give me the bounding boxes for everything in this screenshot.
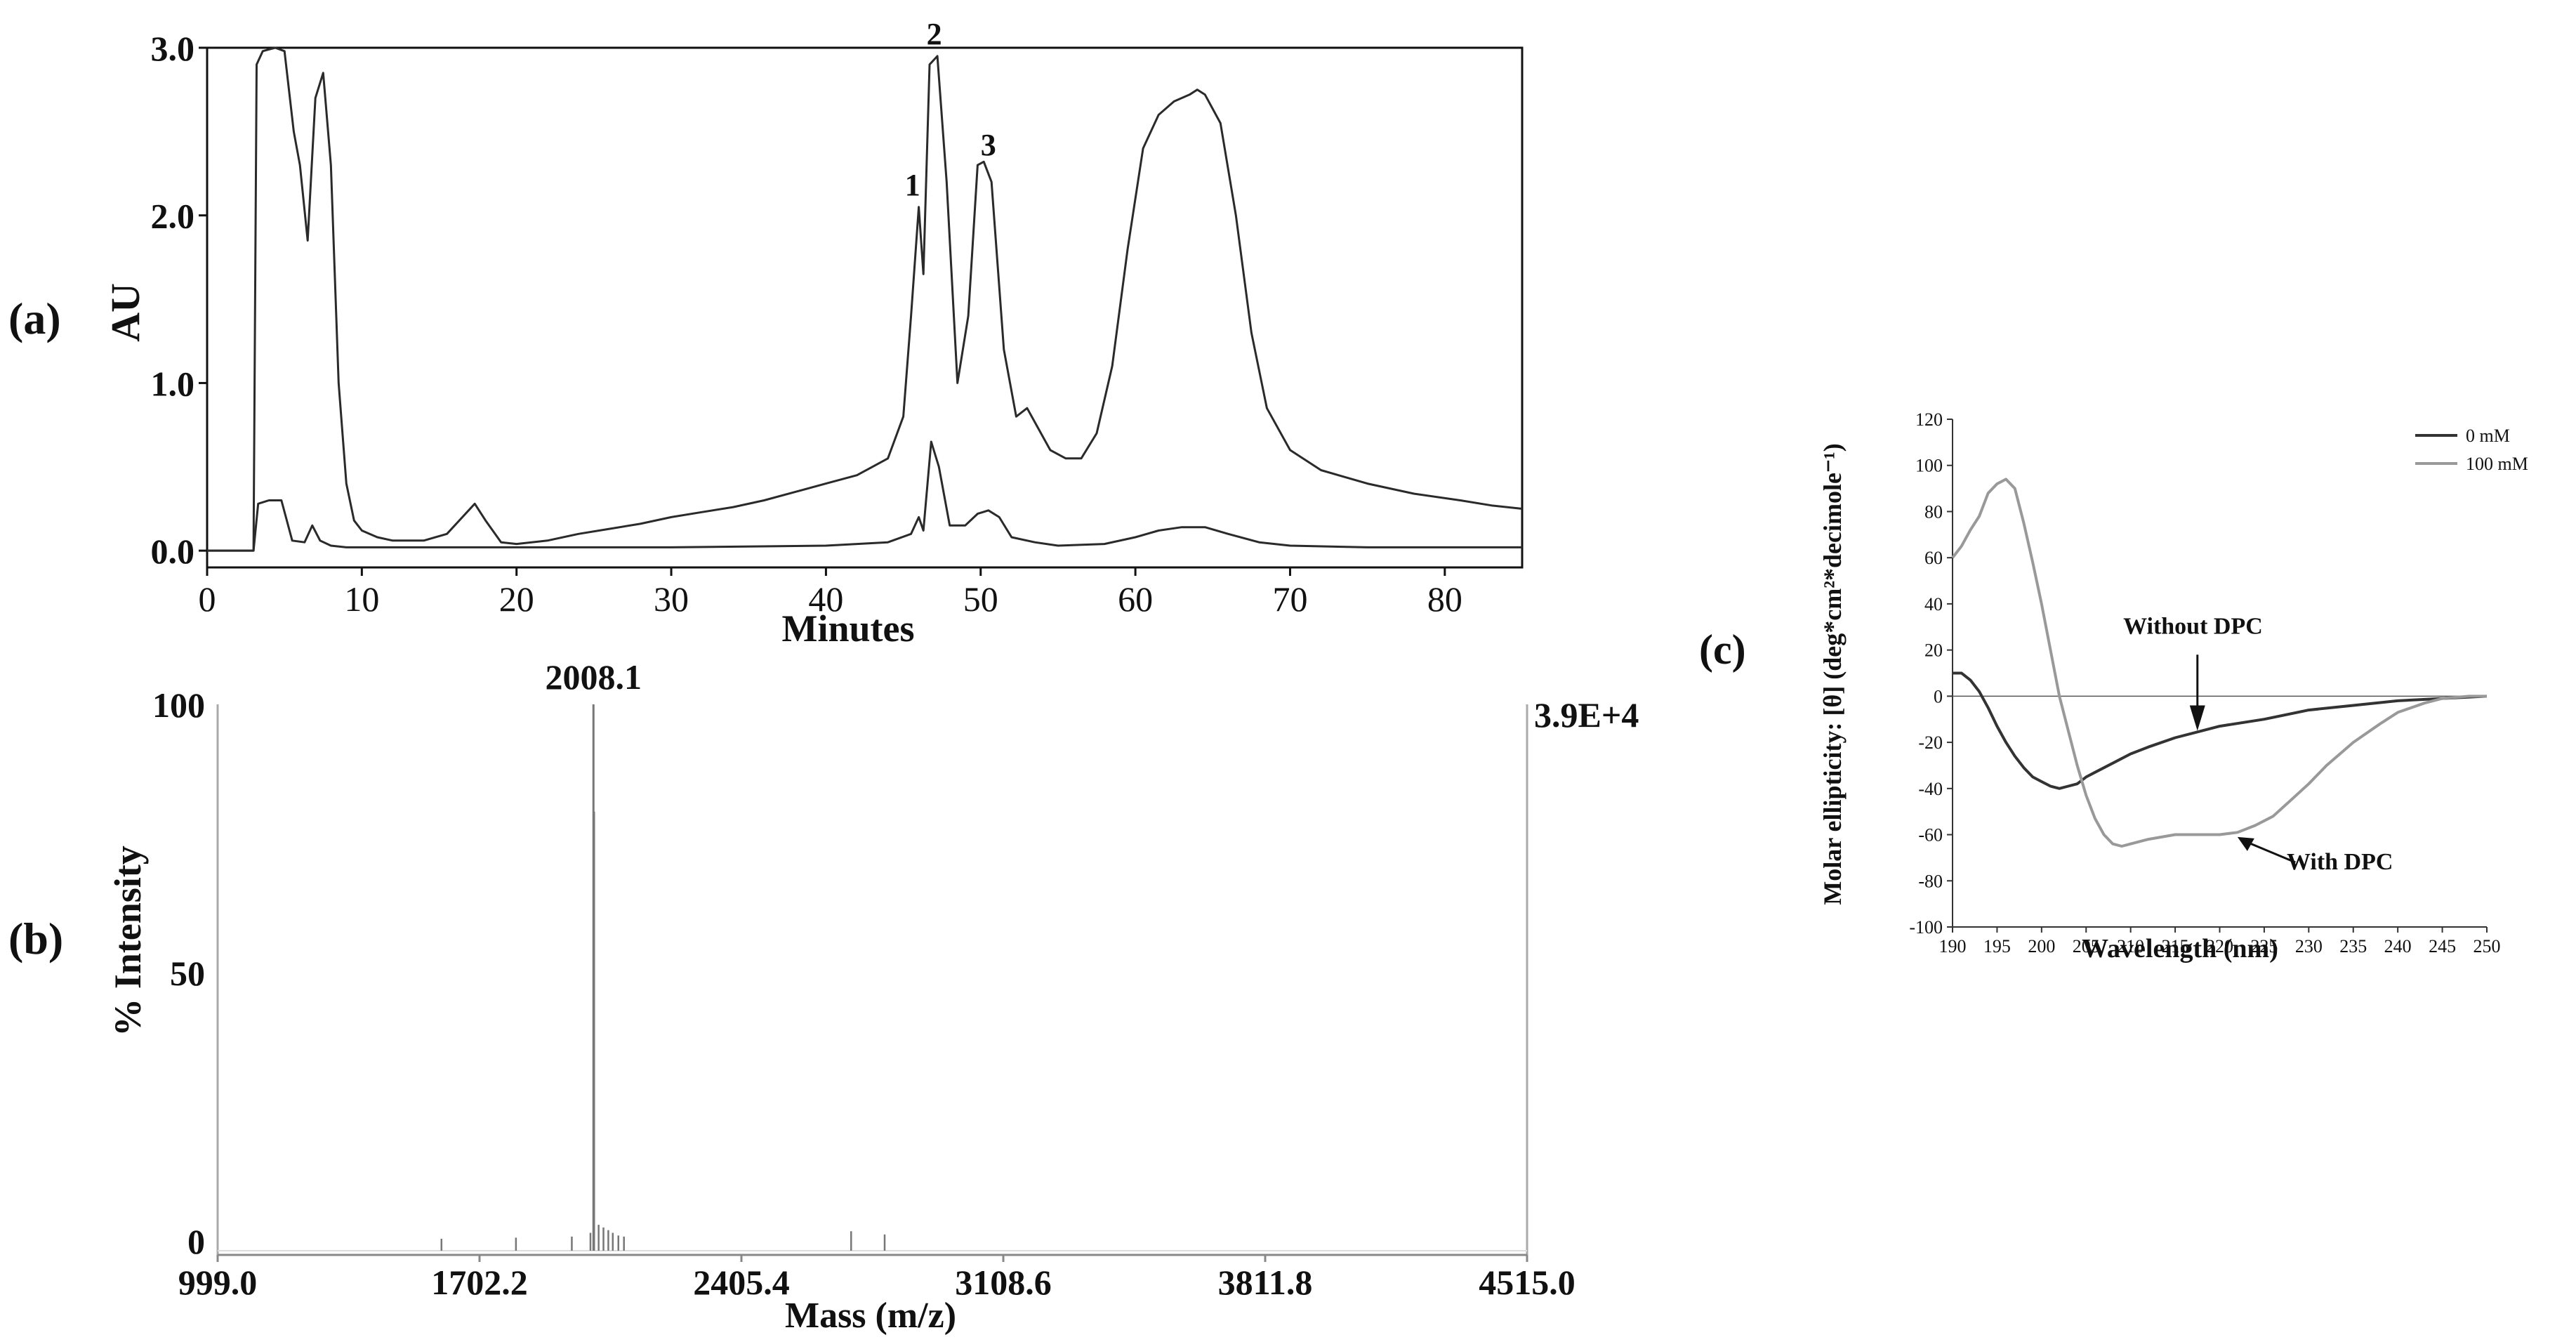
panel-a-y-axis: 0.0 1.0 2.0 3.0: [151, 29, 207, 571]
peak-annotation-1: 1: [905, 168, 920, 202]
x-tick-label: 230: [2295, 936, 2323, 956]
panel-c-x-axis: 190 195 200 205 210 215 220 225 230 235 240 245 250: [1939, 927, 2501, 956]
panel-c-xlabel: Wavelength (nm): [2082, 934, 2278, 963]
x-tick-label: 70: [1272, 579, 1307, 619]
panel-b-right-label: 3.9E+4: [1534, 695, 1639, 735]
panel-b-peaks: [440, 704, 886, 1251]
y-tick-label: 2.0: [151, 197, 195, 236]
panel-b-y-axis: 0 50 100: [152, 685, 205, 1261]
panel-a-xlabel: Minutes: [782, 607, 915, 650]
trace-2-line: [207, 440, 1522, 552]
y-tick-label: 20: [1924, 640, 1943, 661]
panel-b-ylabel: % Intensity: [107, 846, 149, 1037]
y-tick-label: -20: [1918, 732, 1943, 753]
legend-label: 100 mM: [2466, 454, 2528, 474]
series-0-mm-line: [1953, 671, 2488, 790]
x-tick-label: 245: [2429, 936, 2456, 956]
y-tick-label: 60: [1924, 548, 1943, 568]
x-tick-label: 4515.0: [1479, 1263, 1576, 1302]
panel-a-x-axis: 0 10 20 30 40 50 60 70 80: [199, 567, 1462, 619]
x-tick-label: 10: [344, 579, 379, 619]
panel-a-ylabel: AU: [103, 283, 148, 342]
x-tick-label: 250: [2473, 936, 2501, 956]
x-tick-label: 1702.2: [431, 1263, 528, 1302]
x-tick-label: 240: [2384, 936, 2412, 956]
peak-annotation-2: 2: [927, 17, 942, 51]
y-tick-label: 50: [170, 954, 205, 993]
panel-c-label: (c): [1699, 626, 1746, 673]
panel-c-legend: 0 mM 100 mM: [2415, 426, 2528, 474]
x-tick-label: 205: [2073, 936, 2100, 956]
x-tick-label: 210: [2117, 936, 2144, 956]
x-tick-label: 2405.4: [693, 1263, 790, 1302]
panel-a-series-group: [207, 46, 1523, 552]
y-tick-label: -40: [1918, 779, 1943, 799]
x-tick-label: 3811.8: [1218, 1263, 1313, 1302]
panel-b-peak-label: 2008.1: [546, 657, 642, 697]
panel-b-xlabel: Mass (m/z): [785, 1296, 956, 1336]
x-tick-label: 225: [2250, 936, 2278, 956]
y-tick-label: -80: [1918, 871, 1943, 891]
annotation-without-dpc: Without DPC: [2123, 614, 2263, 640]
y-tick-label: 40: [1924, 594, 1943, 614]
x-tick-label: 235: [2339, 936, 2367, 956]
y-tick-label: -60: [1918, 825, 1943, 846]
peak-annotation-3: 3: [981, 128, 996, 162]
panel-a-annotations: 1 2 3: [905, 17, 996, 202]
panel-b-mass-spectrum: (b) % Intensity Mass (m/z) 3.9E+4 2008.1…: [8, 657, 1639, 1336]
panel-b-label: (b): [8, 914, 63, 963]
panel-a-label: (a): [8, 294, 61, 343]
y-tick-label: 0.0: [151, 532, 195, 571]
y-tick-label: 100: [1915, 456, 1943, 476]
annotation-with-dpc: With DPC: [2287, 849, 2393, 875]
y-tick-label: -100: [1909, 917, 1943, 938]
arrow-with-dpc-head: [2237, 836, 2254, 851]
panel-b-axes: [216, 704, 1528, 1256]
y-tick-label: 1.0: [151, 364, 195, 403]
panel-c-series-group: [1951, 478, 2488, 848]
y-tick-label: 100: [152, 685, 205, 725]
x-tick-label: 999.0: [178, 1263, 258, 1302]
x-tick-label: 200: [2028, 936, 2055, 956]
x-tick-label: 190: [1939, 936, 1967, 956]
trace-1-line: [207, 46, 1523, 552]
y-tick-label: 120: [1915, 409, 1943, 430]
arrow-with-dpc-shaft: [2243, 839, 2296, 864]
legend-label: 0 mM: [2466, 426, 2510, 446]
y-tick-label: 0: [187, 1222, 205, 1261]
y-tick-label: 3.0: [151, 29, 195, 68]
panel-c-annotations: Without DPC With DPC: [2123, 614, 2393, 875]
x-tick-label: 50: [963, 579, 998, 619]
y-tick-label: 0: [1934, 686, 1943, 706]
panel-a-chromatogram: (a) AU Minutes 0.0 1.0 2.0 3.0 0 10 20 30 40 50 6…: [8, 17, 1524, 650]
x-tick-label: 20: [499, 579, 534, 619]
y-tick-label: 80: [1924, 501, 1943, 522]
x-tick-label: 220: [2206, 936, 2233, 956]
x-tick-label: 3108.6: [955, 1263, 1052, 1302]
panel-c-axes: [1952, 419, 2487, 928]
arrow-without-dpc-head: [2189, 705, 2205, 731]
panel-c-y-axis: -100 -80 -60 -40 -20 0 20 40 60 80 100 120: [1909, 409, 1953, 938]
x-tick-label: 215: [2162, 936, 2189, 956]
x-tick-label: 40: [808, 579, 843, 619]
panel-c-cd-spectrum: (c) Molar ellipticity: [θ] (deg*cm²*deci…: [1699, 409, 2528, 963]
series-100-mm-line: [1951, 478, 2487, 848]
panel-c-ylabel: Molar ellipticity: [θ] (deg*cm²*decimole…: [1818, 443, 1847, 905]
x-tick-label: 195: [1983, 936, 2011, 956]
x-tick-label: 80: [1427, 579, 1462, 619]
x-tick-label: 60: [1118, 579, 1153, 619]
x-tick-label: 30: [654, 579, 689, 619]
panel-b-x-axis: 999.0 1702.2 2405.4 3108.6 3811.8 4515.0: [178, 1255, 1576, 1302]
panel-a-plot-frame: [206, 46, 1524, 569]
x-tick-label: 0: [199, 579, 216, 619]
